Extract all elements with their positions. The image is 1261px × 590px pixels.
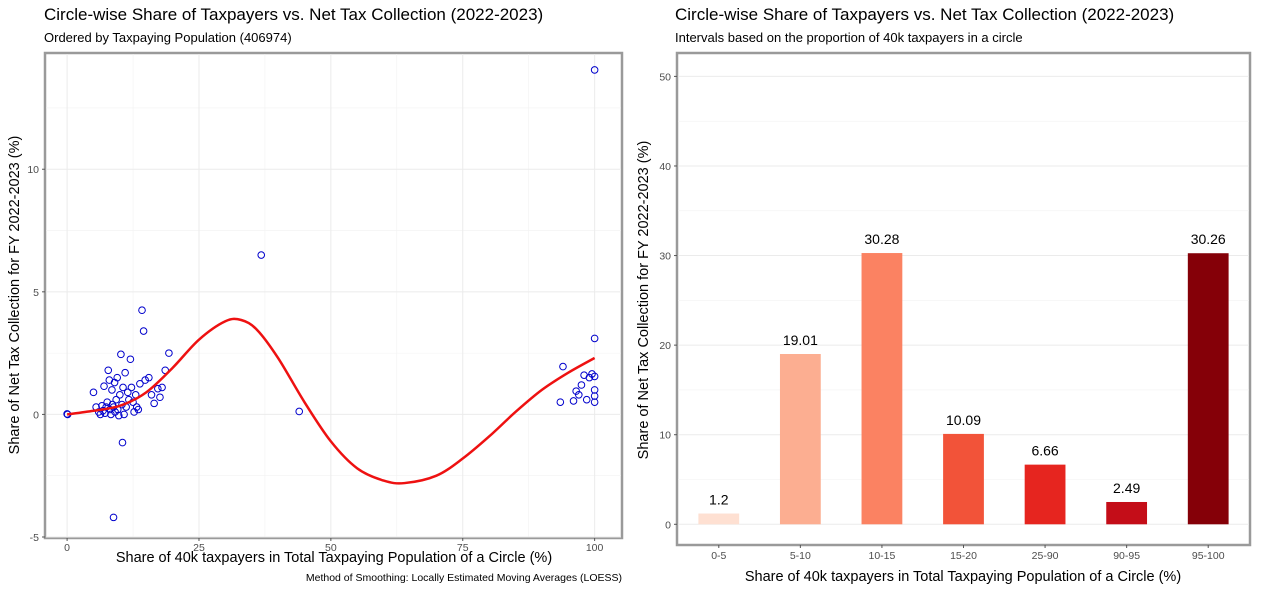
left-gridlines <box>46 54 621 538</box>
scatter-point <box>150 399 158 408</box>
scatter-point <box>582 395 591 404</box>
left-plot-area <box>43 51 624 540</box>
left-x-tick-label: 25 <box>193 542 205 554</box>
right-y-tick-label: 10 <box>659 430 671 442</box>
scatter-point <box>145 373 153 382</box>
scatter-point <box>138 306 146 315</box>
right-y-tick-label: 0 <box>665 519 671 531</box>
scatter-point <box>116 390 124 399</box>
scatter-point <box>257 251 266 259</box>
right-x-tick-label: 25-90 <box>1032 550 1059 562</box>
scatter-point <box>118 438 127 447</box>
right-y-axis-label: Share of Net Tax Collection for FY 2022-… <box>636 141 652 460</box>
bar <box>943 433 984 525</box>
scatter-point <box>165 349 173 357</box>
scatter-point <box>123 388 132 397</box>
scatter-point <box>588 370 596 378</box>
right-x-tick-label: 0-5 <box>711 550 726 562</box>
scatter-point <box>134 405 143 414</box>
bar-value-label: 30.26 <box>1191 231 1226 247</box>
right-chart-title: Circle-wise Share of Taxpayers vs. Net T… <box>675 5 1175 24</box>
scatter-point <box>590 398 599 406</box>
left-axis-ticks: 0 25 50 75 100 -5 0 5 10 <box>27 164 603 554</box>
left-chart-subtitle: Ordered by Taxpaying Population (406974) <box>44 30 292 45</box>
left-x-tick-label: 75 <box>457 542 469 554</box>
left-y-tick-label: 0 <box>33 409 39 421</box>
scatter-point <box>139 327 148 335</box>
scatter-plot: 0 25 50 75 100 -5 0 5 10 Share of 40k taxpayers … <box>7 51 624 566</box>
scatter-panel: Circle-wise Share of Taxpayers vs. Net T… <box>0 0 630 590</box>
right-axis-ticks: 0 10 20 30 40 50 0-5 5-10 10-15 15-20 25-90 90-95 95… <box>659 71 1224 562</box>
scatter-point <box>590 66 599 74</box>
bar <box>1187 253 1229 525</box>
smoothing-caption: Method of Smoothing: Locally Estimated M… <box>305 572 622 584</box>
scatter-point <box>89 388 98 397</box>
left-x-axis-label: Share of 40k taxpayers in Total Taxpayin… <box>116 550 552 566</box>
bar <box>1024 464 1066 525</box>
scatter-point <box>109 513 118 522</box>
left-y-axis-label: Share of Net Tax Collection for FY 2022-… <box>7 136 23 455</box>
bar <box>861 253 903 525</box>
bar-value-label: 30.28 <box>864 231 899 247</box>
loess-smooth-line <box>66 317 596 485</box>
left-chart-title: Circle-wise Share of Taxpayers vs. Net T… <box>44 5 544 24</box>
scatter-point <box>156 393 164 402</box>
scatter-point <box>295 407 304 416</box>
scatter-point <box>114 411 123 420</box>
bar-value-label: 6.66 <box>1031 443 1058 459</box>
scatter-point <box>100 382 108 391</box>
scatter-point <box>119 383 127 392</box>
bar-value-label: 19.01 <box>783 332 818 348</box>
bar <box>779 354 821 525</box>
scatter-point <box>154 384 162 393</box>
bar-value-label: 2.49 <box>1113 480 1140 496</box>
right-y-tick-label: 30 <box>659 251 671 263</box>
scatter-point <box>158 383 166 392</box>
left-y-tick-label: 5 <box>33 287 39 299</box>
left-y-tick-label: 10 <box>27 164 39 176</box>
bar-panel: Circle-wise Share of Taxpayers vs. Net T… <box>630 0 1261 590</box>
right-y-tick-label: 50 <box>659 71 671 83</box>
scatter-point <box>147 390 156 399</box>
scatter-point <box>126 355 135 364</box>
scatter-point <box>121 368 129 377</box>
scatter-point <box>113 373 122 382</box>
scatter-point <box>117 350 125 359</box>
scatter-point <box>559 362 567 371</box>
scatter-point <box>590 372 599 381</box>
right-x-tick-label: 5-10 <box>790 550 811 562</box>
scatter-point <box>590 334 599 343</box>
scatter-point <box>107 410 115 419</box>
scatter-point <box>574 390 583 399</box>
right-y-tick-label: 20 <box>659 340 671 352</box>
scatter-point <box>120 410 128 419</box>
right-x-tick-label: 90-95 <box>1113 550 1140 562</box>
scatter-point <box>112 395 120 404</box>
left-y-tick-label: -5 <box>30 532 39 544</box>
right-x-tick-label: 10-15 <box>868 550 895 562</box>
scatter-point <box>104 366 113 375</box>
right-x-tick-label: 95-100 <box>1192 550 1225 562</box>
left-x-tick-label: 100 <box>586 542 604 554</box>
bar <box>1106 501 1148 525</box>
left-x-tick-label: 0 <box>64 542 70 554</box>
right-x-tick-label: 15-20 <box>950 550 977 562</box>
right-y-tick-label: 40 <box>659 161 671 173</box>
bars: 1.2 19.01 30.28 10.09 6.66 2.49 30.26 <box>698 231 1229 525</box>
scatter-point <box>108 386 116 394</box>
scatter-point <box>556 398 565 406</box>
right-chart-subtitle: Intervals based on the proportion of 40k… <box>675 30 1023 45</box>
left-x-tick-label: 50 <box>325 542 337 554</box>
scatter-point <box>577 381 586 389</box>
bar <box>698 513 740 525</box>
right-x-axis-label: Share of 40k taxpayers in Total Taxpayin… <box>745 569 1181 585</box>
bar-chart: 1.2 19.01 30.28 10.09 6.66 2.49 30.26 0 10 20 30 4… <box>636 51 1252 585</box>
scatter-point <box>127 383 136 392</box>
bar-value-label: 1.2 <box>709 492 729 508</box>
scatter-point <box>569 397 578 405</box>
scatter-point <box>136 379 144 388</box>
bar-value-label: 10.09 <box>946 412 981 428</box>
